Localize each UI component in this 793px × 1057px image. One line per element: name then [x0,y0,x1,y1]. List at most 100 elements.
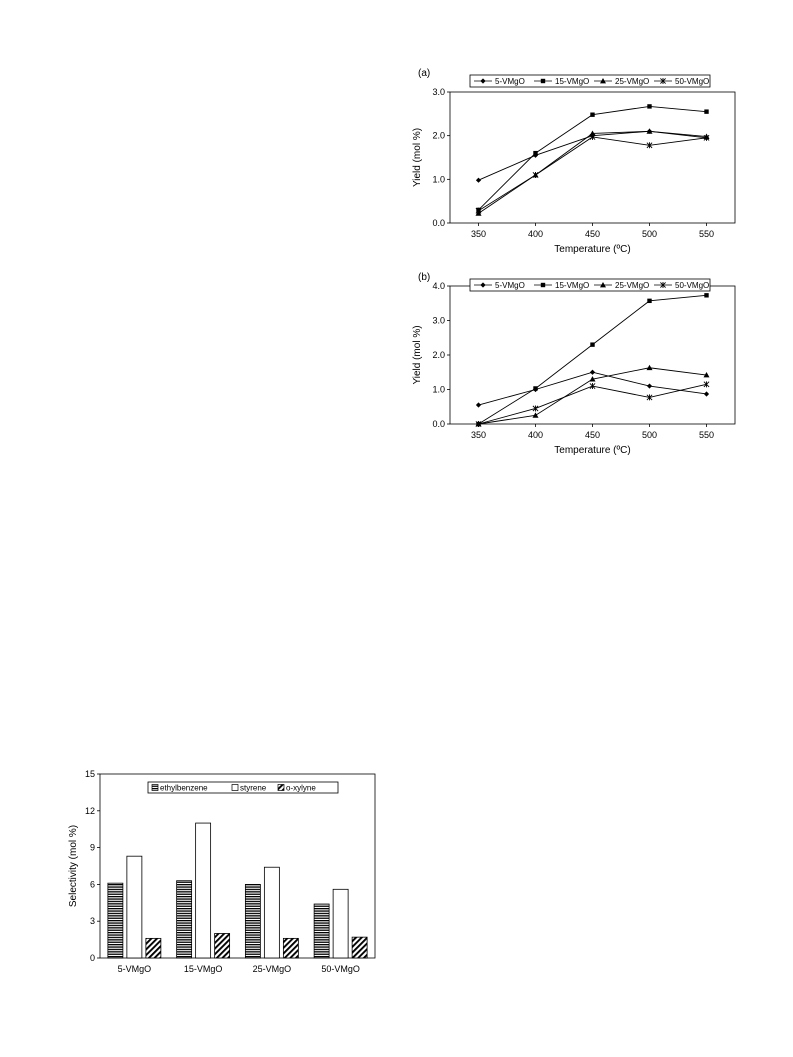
x-tick-label: 500 [642,229,657,239]
bar-ethylbenzene [176,880,193,959]
data-point [704,293,709,298]
y-tick-label: 0.0 [432,419,445,429]
y-tick-label: 3.0 [432,316,445,326]
legend-marker [540,78,546,84]
data-point [703,381,710,388]
category-label: 15-VMgO [184,964,223,974]
plot-frame [99,773,376,959]
series-line [478,136,707,212]
data-point [475,207,482,214]
data-point [589,383,596,390]
legend-marker [480,282,486,288]
data-point [646,364,653,371]
data-point [589,376,596,382]
legend-marker [660,282,666,288]
legend-swatch [231,784,239,791]
series-25-VMgO [475,128,710,216]
legend-label: 5-VMgO [495,77,525,86]
legend-marker [660,78,666,84]
series-50-VMgO [475,133,710,214]
x-tick-label: 450 [585,430,600,440]
legend-marker [480,78,486,84]
data-point [532,412,539,418]
legend-label: 25-VMgO [615,281,649,290]
x-tick-label: 500 [642,430,657,440]
y-tick-label: 3.0 [432,87,445,97]
data-point [703,372,710,378]
legend-marker [600,282,606,288]
y-tick-label: 6 [90,879,95,889]
bar-ethylbenzene [313,903,330,959]
y-tick-label: 0.0 [432,218,445,228]
x-tick-label: 550 [699,229,714,239]
legend-swatch [277,784,285,791]
legend-swatch [151,784,159,791]
data-point [646,128,653,134]
legend-box [469,74,711,88]
data-point [590,342,595,347]
legend-label: 15-VMgO [555,77,589,86]
series-line [478,383,707,425]
y-tick-label: 15 [85,769,95,779]
bar-o-xylyne [214,933,231,959]
bar-ethylbenzene [244,884,261,959]
series-line [478,294,707,425]
y-tick-label: 12 [85,806,95,816]
y-axis-label: Yield (mol %) [412,128,423,187]
x-axis-label: Temperature (ºC) [554,445,630,456]
data-point [533,386,538,391]
legend-label: ethylbenzene [160,783,208,792]
bar-o-xylyne [145,937,162,959]
data-point [647,104,652,109]
data-point [589,369,596,375]
data-point [646,383,653,389]
x-tick-label: 550 [699,430,714,440]
x-tick-label: 350 [471,430,486,440]
data-point [704,109,709,114]
legend-label: 25-VMgO [615,77,649,86]
legend-label: 50-VMgO [675,281,709,290]
y-tick-label: 1.0 [432,385,445,395]
legend: 5-VMgO 15-VMgO 25-VMgO 50-VMgO [469,278,711,292]
series-line [478,130,707,214]
legend-marker [540,282,546,288]
data-point [475,402,482,408]
category-label: 50-VMgO [321,964,360,974]
data-point [647,298,652,304]
data-point [589,130,596,136]
yield-chart-b: (b) 0.0 1.0 2.0 3.0 4.0 350 400 450 500 550 Tempera… [412,272,736,456]
data-point [532,405,539,412]
series-15-VMgO [476,104,709,213]
legend-label: 5-VMgO [495,281,525,290]
bar-ethylbenzene [107,882,124,959]
bar-styrene [263,866,280,959]
y-tick-label: 3 [90,916,95,926]
x-tick-label: 400 [528,430,543,440]
legend-label: o-xylyne [286,783,316,792]
data-point [590,112,595,117]
legend-box [147,781,339,794]
data-point [646,142,653,149]
panel-label: (a) [418,68,430,79]
data-point [589,133,596,140]
category-label: 5-VMgO [118,964,152,974]
legend-label: styrene [240,783,267,792]
y-tick-label: 1.0 [432,174,445,184]
data-point [475,177,482,183]
bar-o-xylyne [282,937,299,959]
legend-marker [600,78,606,84]
bar-styrene [195,822,212,959]
legend-label: 15-VMgO [555,281,589,290]
selectivity-bar-chart: 0 3 6 9 12 15 Selectivity (mol %) 5-VMgO 15-VMgO… [68,769,376,974]
data-point [703,134,710,141]
x-axis-label: Temperature (ºC) [554,244,630,255]
data-point [532,171,539,178]
y-tick-label: 4.0 [432,281,445,291]
x-tick-label: 400 [528,229,543,239]
y-axis-label: Selectivity (mol %) [68,825,79,907]
panel-label: (b) [418,272,430,283]
bar-styrene [332,888,349,959]
legend: 5-VMgO 15-VMgO 25-VMgO 50-VMgO [469,74,711,88]
y-tick-label: 2.0 [432,350,445,360]
y-tick-label: 2.0 [432,131,445,141]
